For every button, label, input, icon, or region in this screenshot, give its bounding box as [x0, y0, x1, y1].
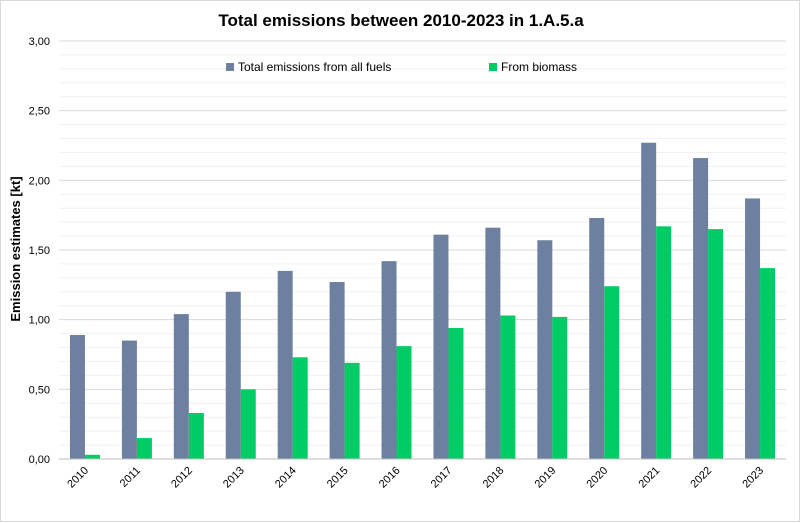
- bar-total-2023: [745, 198, 761, 460]
- x-tick-label: 2023: [740, 465, 766, 491]
- x-tick-label: 2011: [118, 465, 143, 490]
- bar-biomass-2016: [396, 346, 412, 459]
- gridlines: [59, 40, 786, 460]
- bar-biomass-2010: [84, 454, 100, 459]
- bar-biomass-2018: [500, 315, 516, 459]
- x-axis-ticks: 2010 2011 2012 2013 2014 2015 2016 2017 2018 2019…: [65, 465, 766, 491]
- bar-biomass-2019: [552, 316, 568, 459]
- y-tick-label: 2,50: [29, 106, 50, 118]
- bar-biomass-2023: [760, 268, 776, 459]
- bar-biomass-2015: [344, 362, 360, 459]
- chart-title: Total emissions between 2010-2023 in 1.A…: [218, 11, 584, 30]
- legend-swatch-total: [226, 63, 234, 71]
- y-axis-ticks: 0,00 0,50 1,00 1,50 2,00 2,50 3,00: [29, 36, 50, 466]
- bar-biomass-2020: [604, 286, 620, 459]
- y-tick-label: 0,50: [29, 384, 50, 396]
- x-tick-label: 2010: [65, 465, 91, 491]
- y-axis-label: Emission estimates [kt]: [8, 176, 23, 321]
- bar-total-2013: [225, 291, 241, 459]
- legend: Total emissions from all fuels From biom…: [226, 60, 577, 74]
- x-tick-label: 2015: [325, 465, 351, 491]
- bar-total-2011: [121, 340, 137, 459]
- y-tick-label: 2,00: [29, 175, 50, 187]
- bar-biomass-2012: [188, 413, 204, 459]
- bar-total-2019: [537, 240, 553, 459]
- bar-biomass-2017: [448, 328, 464, 459]
- x-tick-label: 2021: [637, 465, 663, 491]
- x-tick-label: 2017: [429, 465, 455, 491]
- bar-biomass-2014: [292, 357, 308, 459]
- x-tick-label: 2020: [585, 465, 611, 491]
- bar-total-2012: [173, 314, 189, 459]
- bar-total-2022: [693, 158, 709, 460]
- x-tick-label: 2012: [169, 465, 195, 491]
- bar-total-2018: [485, 227, 501, 459]
- legend-label-biomass: From biomass: [501, 60, 577, 74]
- x-tick-label: 2018: [481, 465, 507, 491]
- bar-total-2016: [381, 261, 397, 459]
- x-tick-label: 2022: [688, 465, 714, 491]
- bar-total-2021: [641, 142, 657, 460]
- bar-biomass-2021: [656, 226, 672, 459]
- x-tick-label: 2014: [273, 465, 299, 491]
- bar-total-2017: [433, 234, 449, 459]
- bar-biomass-2011: [136, 438, 152, 459]
- bar-total-2015: [329, 282, 345, 459]
- x-tick-label: 2013: [221, 465, 247, 491]
- x-tick-label: 2019: [533, 465, 559, 491]
- bar-total-2010: [69, 334, 85, 459]
- y-tick-label: 1,50: [29, 245, 50, 257]
- bars: [59, 142, 786, 460]
- bar-total-2020: [589, 217, 605, 459]
- legend-swatch-biomass: [489, 63, 497, 71]
- legend-label-total: Total emissions from all fuels: [238, 60, 391, 74]
- y-tick-label: 1,00: [29, 315, 50, 327]
- y-tick-label: 3,00: [29, 36, 50, 48]
- bar-biomass-2013: [240, 389, 256, 459]
- bar-biomass-2022: [708, 229, 724, 459]
- y-tick-label: 0,00: [29, 454, 50, 466]
- x-tick-label: 2016: [377, 465, 403, 491]
- bar-total-2014: [277, 270, 293, 459]
